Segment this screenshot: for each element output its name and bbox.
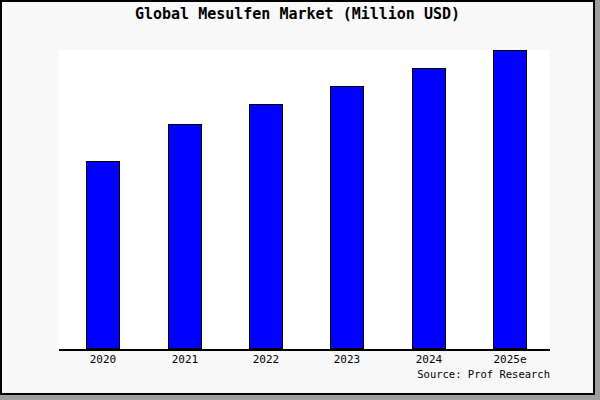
- bar-2024: [412, 68, 446, 349]
- chart-frame: Global Mesulfen Market (Million USD) 202…: [0, 0, 595, 395]
- x-tick-label-2023: 2023: [334, 353, 361, 366]
- x-tick-label-2022: 2022: [253, 353, 280, 366]
- bar-2023: [330, 86, 364, 349]
- bar-2021: [168, 124, 202, 349]
- bar-2022: [249, 104, 283, 349]
- chart-title: Global Mesulfen Market (Million USD): [2, 6, 593, 23]
- plot-area: [59, 50, 550, 351]
- x-tick-label-2024: 2024: [416, 353, 443, 366]
- bar-2025e: [493, 50, 527, 349]
- x-tick-label-2021: 2021: [172, 353, 199, 366]
- x-tick-label-2020: 2020: [90, 353, 117, 366]
- source-note: Source: Prof Research: [417, 368, 550, 381]
- chart-image: Global Mesulfen Market (Million USD) 202…: [0, 0, 600, 400]
- bar-2020: [86, 161, 120, 349]
- x-tick-label-2025e: 2025e: [493, 353, 526, 366]
